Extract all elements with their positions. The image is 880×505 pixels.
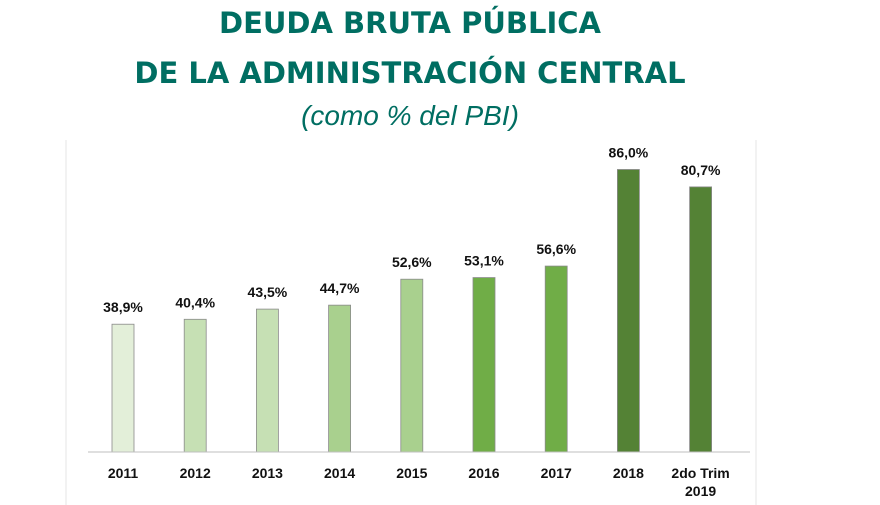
x-tick-label-4: 2015 bbox=[396, 465, 427, 481]
chart-title-line1: DEUDA BRUTA PÚBLICA bbox=[219, 6, 601, 40]
data-label-2: 43,5% bbox=[248, 284, 288, 300]
bar-8 bbox=[689, 186, 712, 453]
data-label-5: 53,1% bbox=[464, 253, 504, 269]
x-tick-label-1: 2012 bbox=[180, 465, 211, 481]
bar-4 bbox=[400, 278, 424, 453]
chart-subtitle: (como % del PBI) bbox=[301, 100, 519, 131]
bar-2 bbox=[255, 308, 279, 453]
data-label-4: 52,6% bbox=[392, 254, 432, 270]
data-label-8: 80,7% bbox=[681, 162, 721, 178]
data-label-3: 44,7% bbox=[320, 280, 360, 296]
x-tick-labels-group: 2011 2012 2013 2014 2015 2016 2017 2018 2do Trim… bbox=[108, 465, 730, 499]
bar-7 bbox=[617, 169, 640, 453]
data-label-1: 40,4% bbox=[175, 294, 215, 310]
bar-5 bbox=[472, 277, 496, 453]
data-labels-group: 38,9% 40,4% 43,5% 44,7% 52,6% 53,1% 56,6% 86,0%… bbox=[103, 144, 721, 315]
data-label-6: 56,6% bbox=[536, 241, 576, 257]
bars-group bbox=[111, 169, 712, 453]
chart-title-line2: DE LA ADMINISTRACIÓN CENTRAL bbox=[134, 56, 686, 90]
x-tick-label-2: 2013 bbox=[252, 465, 283, 481]
bar-3 bbox=[328, 304, 352, 453]
x-tick-label-7: 2018 bbox=[613, 465, 644, 481]
data-label-0: 38,9% bbox=[103, 299, 143, 315]
bar-0 bbox=[111, 323, 135, 453]
data-label-7: 86,0% bbox=[609, 144, 649, 160]
x-tick-label-5: 2016 bbox=[468, 465, 499, 481]
x-tick-label-0: 2011 bbox=[108, 465, 139, 481]
bar-6 bbox=[544, 265, 568, 453]
x-tick-label-8: 2do Trim 2019 bbox=[671, 465, 729, 499]
x-tick-label-3: 2014 bbox=[324, 465, 355, 481]
x-tick-label-6: 2017 bbox=[541, 465, 572, 481]
bar-1 bbox=[183, 318, 207, 453]
